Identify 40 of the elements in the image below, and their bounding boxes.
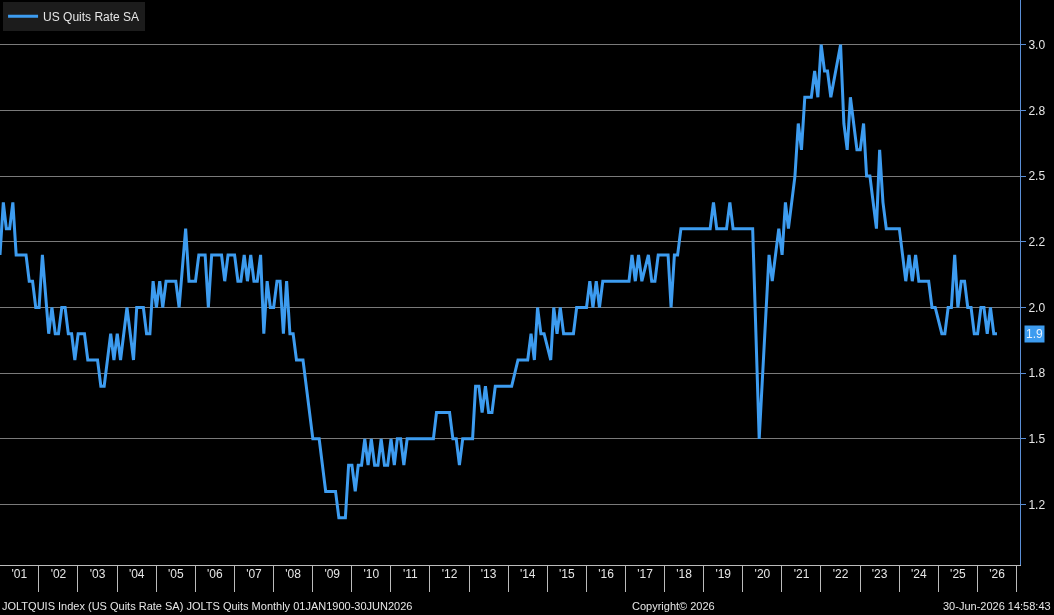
- x-tick-label: '11: [403, 567, 419, 581]
- y-tick-label: 1.8: [1028, 366, 1046, 381]
- x-tick-label: '09: [324, 567, 341, 581]
- x-tick-label: '20: [754, 567, 771, 581]
- x-tick-label: '02: [50, 567, 67, 581]
- y-tick-label: 2.0: [1028, 300, 1046, 315]
- x-tick-label: '22: [832, 567, 849, 581]
- x-tick-label: '26: [989, 567, 1006, 581]
- x-tick-label: '21: [793, 567, 810, 581]
- x-tick-label: '13: [480, 567, 497, 581]
- x-tick-label: '05: [167, 567, 184, 581]
- x-tick-label: '03: [89, 567, 106, 581]
- x-tick-label: '15: [558, 567, 575, 581]
- y-tick-label: 2.8: [1028, 103, 1046, 118]
- y-tick-label: 2.2: [1028, 234, 1046, 249]
- x-tick-label: '01: [11, 567, 28, 581]
- x-tick-label: '10: [363, 567, 380, 581]
- legend-label: US Quits Rate SA: [43, 9, 140, 24]
- line-series: [0, 43, 999, 520]
- x-tick-label: '25: [950, 567, 967, 581]
- x-tick-label: '24: [911, 567, 927, 581]
- x-tick-label: '19: [715, 567, 732, 581]
- y-tick-label: 3.0: [1028, 37, 1046, 52]
- y-tick-label: 2.5: [1028, 169, 1046, 184]
- y-tick-label: 1.5: [1028, 432, 1046, 447]
- x-tick-label: '14: [519, 567, 536, 581]
- text: JOLTQUIS Index (US Quits Rate SA) JOLTS Quits Monthly 01JAN1900-30JUN2026: [2, 600, 413, 612]
- text: Copyright© 2026: [632, 600, 715, 612]
- x-tick-label: '23: [871, 567, 888, 581]
- text: 30-Jun-2026 14:58:43: [943, 600, 1051, 612]
- y-tick-label: 1.2: [1028, 497, 1046, 512]
- x-tick-label: '07: [246, 567, 263, 581]
- x-tick-label: '12: [441, 567, 458, 581]
- x-tick-label: '18: [676, 567, 693, 581]
- x-tick-label: '08: [285, 567, 302, 581]
- x-tick-label: '06: [207, 567, 224, 581]
- x-tick-label: '17: [637, 567, 654, 581]
- x-tick-label: '04: [128, 567, 145, 581]
- text: 1.9: [1026, 327, 1044, 341]
- x-tick-label: '16: [598, 567, 615, 581]
